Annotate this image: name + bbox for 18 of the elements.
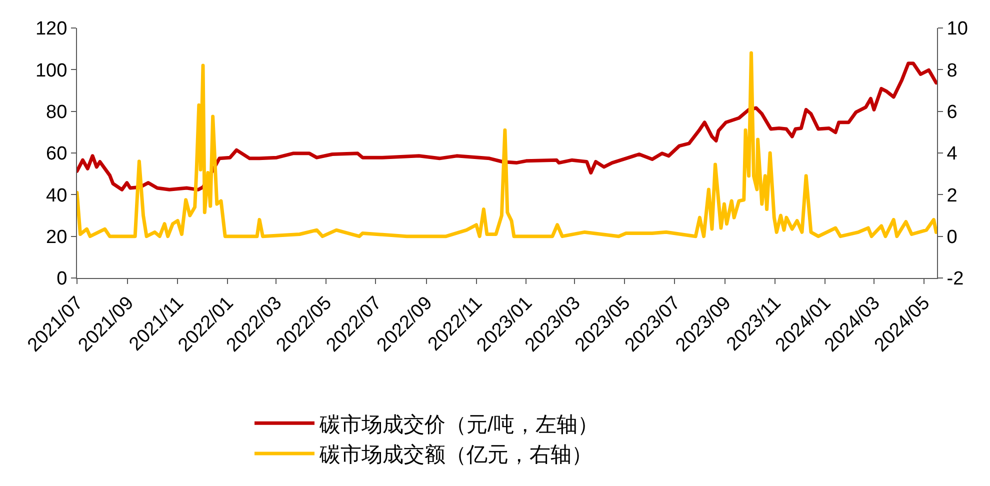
y-tick-label: 100 <box>35 60 68 82</box>
y2-tick-label: 2 <box>946 185 958 206</box>
y-tick-label: 20 <box>46 226 68 248</box>
y2-tick-label: 8 <box>946 60 958 82</box>
line-series <box>77 51 937 238</box>
y2-tick-label: -2 <box>946 268 964 290</box>
line-series <box>77 62 937 192</box>
legend-label: 碳市场成交额（亿元，右轴） <box>318 444 592 467</box>
y2-tick-label: 10 <box>946 18 968 40</box>
y-tick-label: 60 <box>46 144 68 165</box>
y2-tick-label: 0 <box>946 226 958 248</box>
y-tick-label: 120 <box>35 18 68 40</box>
legend-label: 碳市场成交价（元/吨，左轴） <box>318 413 598 436</box>
y2-tick-label: 6 <box>946 102 958 123</box>
y-tick-label: 0 <box>56 268 68 290</box>
y2-tick-label: 4 <box>946 144 958 165</box>
y-tick-label: 80 <box>46 102 68 123</box>
y-tick-label: 40 <box>46 185 68 206</box>
